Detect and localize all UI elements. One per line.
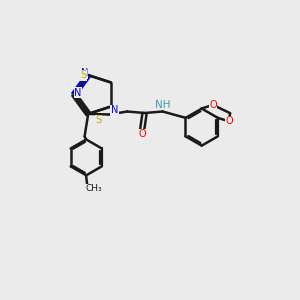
Text: S: S (96, 115, 102, 125)
Text: O: O (138, 129, 146, 139)
Text: N: N (81, 68, 88, 78)
Text: N: N (74, 88, 82, 98)
Text: CH₃: CH₃ (86, 184, 103, 194)
Text: S: S (80, 70, 86, 80)
Text: O: O (209, 100, 217, 110)
Text: NH: NH (155, 100, 170, 110)
Text: N: N (111, 105, 118, 115)
Text: O: O (225, 116, 233, 126)
